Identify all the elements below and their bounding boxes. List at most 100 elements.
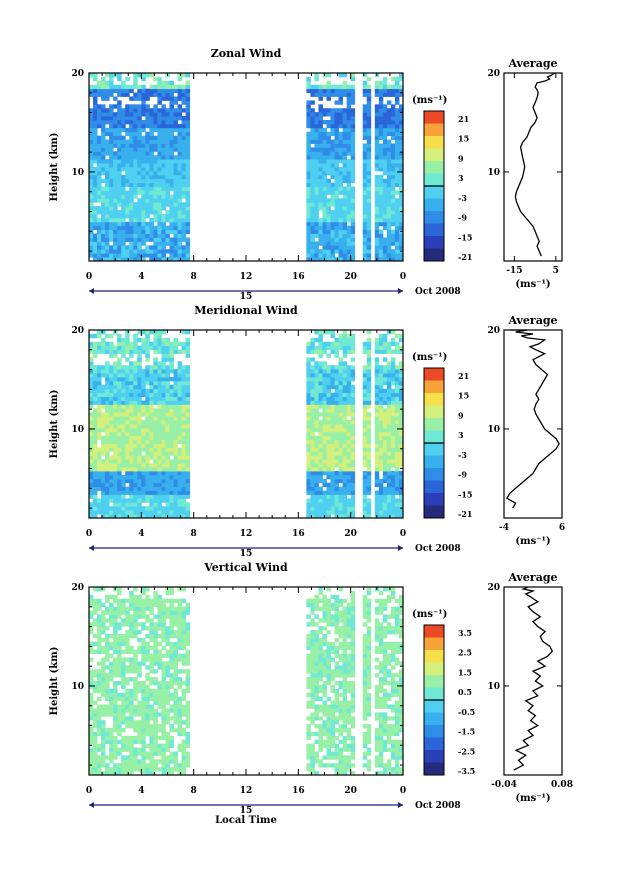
heatmap-cell bbox=[137, 120, 142, 125]
heatmap-cell bbox=[338, 427, 344, 433]
heatmap-cell bbox=[141, 649, 146, 654]
heatmap-cell bbox=[93, 478, 98, 484]
heatmap-cell bbox=[378, 498, 384, 503]
heatmap-cell bbox=[89, 84, 94, 90]
heatmap-cell bbox=[129, 618, 134, 623]
heatmap-cell bbox=[338, 73, 344, 78]
heatmap-cell bbox=[386, 474, 392, 480]
heatmap-cell bbox=[161, 700, 166, 705]
heatmap-cell bbox=[390, 498, 396, 503]
heatmap-cell bbox=[342, 463, 348, 468]
heatmap-cell bbox=[109, 665, 114, 670]
heatmap-cell bbox=[149, 182, 154, 187]
heatmap-cell bbox=[133, 96, 138, 101]
heatmap-cell bbox=[326, 498, 331, 503]
heatmap-cell bbox=[366, 510, 372, 515]
heatmap-cell bbox=[121, 427, 126, 433]
heatmap-cell bbox=[374, 241, 380, 246]
heatmap-cell bbox=[330, 404, 335, 409]
heatmap-cell bbox=[342, 217, 348, 223]
heatmap-cell bbox=[181, 455, 187, 460]
heatmap-cell bbox=[326, 182, 331, 187]
heatmap-cell bbox=[141, 708, 146, 713]
heatmap-cell bbox=[362, 471, 368, 476]
heatmap-cell bbox=[346, 502, 352, 507]
heatmap-cell bbox=[161, 388, 166, 394]
heatmap-cell bbox=[161, 681, 166, 686]
heatmap-cell bbox=[330, 384, 335, 390]
heatmap-cell bbox=[185, 253, 191, 258]
heatmap-cell bbox=[306, 186, 311, 191]
heatmap-cell bbox=[165, 661, 170, 666]
heatmap-cell bbox=[185, 151, 191, 156]
heatmap-cell bbox=[149, 618, 154, 623]
heatmap-cell bbox=[153, 108, 158, 113]
heatmap-cell bbox=[97, 626, 102, 631]
heatmap-cell bbox=[378, 108, 384, 113]
heatmap-cell bbox=[177, 206, 182, 211]
heatmap-cell bbox=[374, 443, 380, 448]
heatmap-cell bbox=[157, 76, 162, 82]
heatmap-cell bbox=[169, 92, 174, 97]
heatmap-cell bbox=[173, 474, 178, 480]
heatmap-cell bbox=[185, 163, 191, 168]
heatmap-cell bbox=[105, 202, 110, 207]
heatmap-cell bbox=[378, 506, 384, 511]
heatmap-cell bbox=[113, 217, 118, 223]
heatmap-cell bbox=[121, 221, 126, 227]
heatmap-cell bbox=[350, 241, 356, 246]
heatmap-cell bbox=[185, 143, 191, 148]
heatmap-cell bbox=[173, 467, 178, 472]
heatmap-cell bbox=[185, 155, 191, 160]
heatmap-cell bbox=[362, 349, 368, 354]
heatmap-cell bbox=[318, 116, 323, 121]
heatmap-cell bbox=[93, 712, 98, 717]
heatmap-cell bbox=[306, 210, 311, 215]
heatmap-cell bbox=[398, 112, 404, 117]
heatmap-cell bbox=[165, 610, 170, 615]
heatmap-cell bbox=[386, 217, 392, 223]
heatmap-cell bbox=[153, 198, 158, 203]
heatmap-cell bbox=[169, 245, 174, 250]
heatmap-cell bbox=[386, 147, 392, 152]
heatmap-cell bbox=[362, 155, 368, 160]
heatmap-cell bbox=[173, 767, 178, 772]
heatmap-cell bbox=[121, 202, 126, 207]
heatmap-cell bbox=[149, 151, 154, 156]
heatmap-cell bbox=[398, 104, 404, 109]
heatmap-cell bbox=[113, 630, 118, 635]
heatmap-cell bbox=[169, 404, 174, 409]
heatmap-cell bbox=[113, 361, 118, 366]
heatmap-cell bbox=[374, 498, 380, 503]
heatmap-cell bbox=[314, 241, 319, 246]
heatmap-cell bbox=[93, 135, 98, 140]
heatmap-cell bbox=[149, 498, 154, 503]
heatmap-cell bbox=[149, 131, 154, 137]
heatmap-cell bbox=[125, 700, 130, 705]
heatmap-cell bbox=[97, 178, 102, 184]
heatmap-cell bbox=[169, 241, 174, 246]
heatmap-cell bbox=[133, 439, 138, 444]
heatmap-cell bbox=[185, 404, 191, 409]
heatmap-cell bbox=[93, 221, 98, 227]
heatmap-cell bbox=[185, 490, 191, 495]
heatmap-cell bbox=[350, 190, 356, 195]
heatmap-cell bbox=[165, 159, 170, 164]
heatmap-cell bbox=[121, 420, 126, 425]
heatmap-cell bbox=[338, 167, 344, 172]
heatmap-cell bbox=[386, 404, 392, 409]
heatmap-cell bbox=[97, 771, 102, 776]
heatmap-cell bbox=[169, 108, 174, 113]
heatmap-cell bbox=[366, 384, 372, 390]
heatmap-cell bbox=[145, 245, 150, 250]
heatmap-cell bbox=[310, 84, 315, 90]
heatmap-cell bbox=[89, 186, 94, 191]
heatmap-cell bbox=[330, 167, 335, 172]
heatmap-cell bbox=[169, 88, 174, 93]
heatmap-cell bbox=[366, 135, 372, 140]
heatmap-cell bbox=[382, 474, 388, 480]
heatmap-cell bbox=[93, 365, 98, 370]
heatmap-cell bbox=[386, 424, 392, 429]
heatmap-cell bbox=[105, 84, 110, 90]
heatmap-cell bbox=[382, 486, 388, 491]
